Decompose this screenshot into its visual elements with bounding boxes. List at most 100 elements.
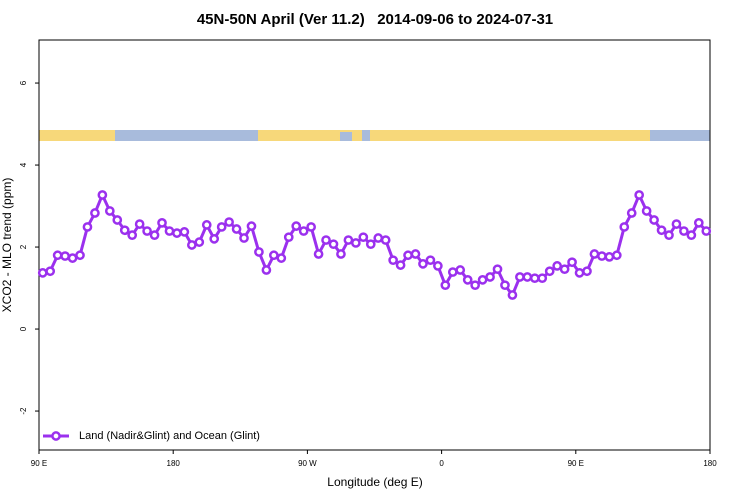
- point: [626, 208, 637, 218]
- point: [410, 249, 421, 259]
- point: [537, 273, 548, 284]
- land-ocean-strip: [39, 130, 710, 141]
- y-tick-label: -2: [19, 407, 28, 415]
- point: [142, 226, 152, 236]
- point: [104, 206, 115, 216]
- point: [82, 222, 93, 232]
- y-tick-label: 2: [19, 244, 28, 249]
- point: [500, 280, 510, 291]
- point: [649, 215, 659, 225]
- point: [455, 265, 466, 275]
- point: [433, 261, 443, 271]
- legend-label: Land (Nadir&Glint) and Ocean (Glint): [79, 430, 260, 442]
- point: [447, 267, 458, 277]
- point: [239, 233, 249, 243]
- point: [112, 215, 123, 225]
- x-tick-label: 90 E: [31, 459, 47, 468]
- point: [60, 251, 70, 261]
- point: [186, 240, 197, 250]
- point: [343, 235, 354, 245]
- point: [388, 255, 398, 266]
- point: [574, 268, 585, 278]
- point: [701, 226, 712, 236]
- point: [582, 266, 592, 277]
- x-tick-label: 180: [167, 459, 181, 468]
- point: [559, 264, 570, 275]
- point: [261, 265, 272, 275]
- point: [172, 228, 182, 238]
- point: [97, 190, 108, 200]
- point: [313, 249, 324, 259]
- point: [403, 250, 413, 261]
- x-axis-label: Longitude (deg E): [327, 475, 422, 489]
- point: [485, 272, 495, 282]
- point: [45, 266, 56, 277]
- point: [216, 222, 227, 232]
- point: [380, 235, 391, 245]
- point: [336, 249, 346, 259]
- point: [306, 222, 316, 232]
- point: [298, 226, 309, 236]
- point: [119, 225, 130, 236]
- point: [470, 280, 480, 291]
- y-tick-label: 6: [19, 80, 28, 85]
- point: [619, 222, 630, 232]
- point: [567, 257, 577, 268]
- y-tick-label: 0: [19, 326, 28, 331]
- point: [90, 208, 100, 218]
- point: [492, 264, 503, 275]
- point: [686, 230, 697, 241]
- point: [157, 218, 167, 228]
- x-tick-label: 0: [439, 459, 444, 468]
- point: [604, 252, 615, 262]
- point: [462, 275, 473, 285]
- point: [365, 239, 376, 250]
- point: [477, 275, 488, 285]
- point: [75, 250, 85, 261]
- point: [149, 230, 160, 241]
- x-tick-label: 90 W: [298, 459, 317, 468]
- point: [671, 219, 682, 229]
- plot-frame: [38, 39, 711, 451]
- point: [194, 237, 205, 247]
- point: [179, 227, 190, 237]
- point: [418, 259, 428, 269]
- point: [664, 230, 674, 241]
- point: [693, 218, 704, 228]
- point: [656, 225, 667, 236]
- x-tick-label: 90 E: [568, 459, 584, 468]
- y-axis-label: XCO2 - MLO trend (ppm): [0, 178, 14, 313]
- point: [641, 206, 652, 216]
- point: [515, 272, 525, 282]
- point: [224, 217, 234, 227]
- point: [634, 190, 645, 200]
- point: [328, 239, 339, 250]
- point: [544, 266, 555, 277]
- point: [321, 235, 331, 245]
- point: [254, 247, 264, 257]
- point: [611, 250, 622, 261]
- point: [597, 251, 607, 261]
- point: [373, 233, 384, 243]
- point: [276, 253, 287, 263]
- point: [52, 250, 63, 261]
- point: [67, 253, 78, 263]
- point: [164, 226, 175, 236]
- point: [209, 234, 220, 244]
- chart-title: 45N-50N April (Ver 11.2) 2014-09-06 to 2…: [197, 11, 553, 28]
- point: [358, 232, 369, 243]
- point: [507, 290, 518, 300]
- point: [679, 226, 689, 236]
- point: [201, 220, 212, 230]
- x-tick-label: 180: [703, 459, 717, 468]
- point: [395, 260, 406, 270]
- point: [283, 232, 294, 243]
- point: [127, 230, 138, 241]
- point: [425, 255, 436, 266]
- point: [246, 221, 257, 231]
- point: [37, 268, 48, 278]
- point: [552, 261, 563, 271]
- point: [269, 250, 279, 261]
- point: [231, 224, 242, 234]
